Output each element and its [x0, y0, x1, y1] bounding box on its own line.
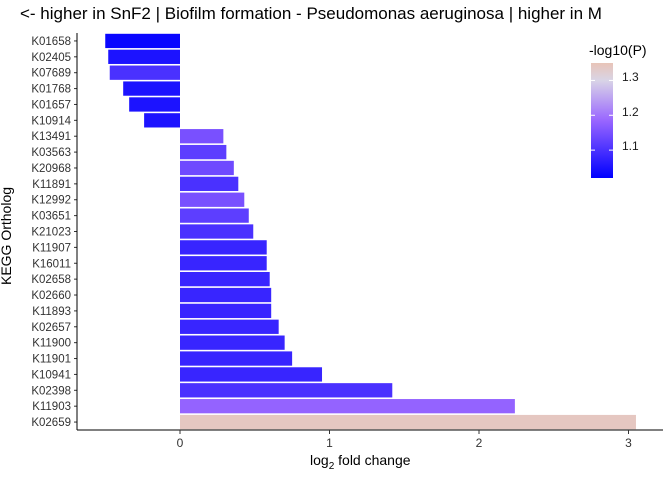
bar: [180, 351, 293, 366]
bar: [180, 240, 267, 255]
legend-tick-label: 1.2: [622, 105, 639, 119]
bar: [180, 303, 272, 319]
bar: [144, 113, 180, 128]
x-tick-label: 0: [177, 436, 184, 450]
y-axis-label-wrap: KEGG Ortholog: [0, 187, 26, 285]
y-tick-label: K02659: [31, 417, 71, 429]
y-tick-label: K01768: [31, 84, 71, 96]
bar: [180, 208, 249, 223]
y-tick-label: K03651: [31, 211, 71, 223]
y-tick-label: K02660: [31, 290, 71, 302]
bar: [105, 33, 180, 49]
chart-title: <- higher in SnF2 | Biofilm formation - …: [20, 4, 602, 23]
x-axis-label-rest: fold change: [334, 452, 411, 468]
bar: [180, 176, 239, 192]
y-tick-label: K11900: [32, 338, 71, 350]
bar: [180, 144, 227, 160]
bar: [180, 129, 224, 144]
bar: [180, 271, 270, 287]
bar: [129, 97, 180, 112]
y-tick-label: K10914: [31, 115, 71, 127]
bar: [180, 383, 393, 398]
bar: [180, 192, 245, 207]
y-axis-label: KEGG Ortholog: [0, 186, 14, 286]
bar: [123, 81, 180, 96]
bar: [180, 160, 234, 176]
y-tick-label: K20968: [31, 163, 71, 175]
x-tick-label: 2: [476, 436, 483, 450]
y-tick-label: K02398: [31, 385, 71, 397]
legend-tick-label: 1.3: [622, 70, 639, 84]
bar: [180, 319, 279, 334]
y-tick-label: K11893: [32, 306, 71, 318]
bar: [180, 287, 272, 303]
y-tick-label: K03563: [31, 147, 71, 159]
y-tick-label: K10941: [31, 369, 71, 381]
x-tick-label: 3: [625, 436, 632, 450]
y-tick-label: K11901: [32, 354, 71, 366]
x-tick-label: 1: [326, 436, 333, 450]
y-tick-label: K02657: [31, 322, 71, 334]
legend-tick-label: 1.1: [622, 139, 639, 153]
y-tick-label: K01657: [31, 99, 71, 111]
bar: [180, 399, 515, 414]
y-tick-label: K11903: [32, 401, 71, 413]
y-tick-label: K21023: [31, 227, 71, 239]
bar: [180, 224, 254, 239]
y-tick-label: K02658: [31, 274, 71, 286]
x-axis-label-subscript: 2: [328, 460, 335, 472]
x-axis-label: log2 fold change: [310, 452, 411, 472]
y-tick-label: K16011: [32, 258, 71, 270]
y-tick-label: K01658: [31, 36, 71, 48]
y-tick-label: K13491: [31, 131, 71, 143]
bar: [180, 414, 636, 430]
bar: [180, 367, 323, 382]
x-axis-label-log: log: [310, 452, 329, 468]
y-tick-label: K11907: [32, 242, 71, 254]
legend-title: -log10(P): [589, 42, 647, 58]
bar: [108, 49, 180, 64]
y-tick-label: K02405: [31, 52, 71, 64]
bar: [109, 65, 180, 80]
bar: [180, 335, 285, 350]
y-tick-label: K12992: [31, 195, 71, 207]
y-tick-label: K07689: [31, 68, 71, 80]
bar: [180, 256, 267, 271]
legend-colorbar: [591, 63, 613, 178]
y-tick-label: K11891: [32, 179, 71, 191]
